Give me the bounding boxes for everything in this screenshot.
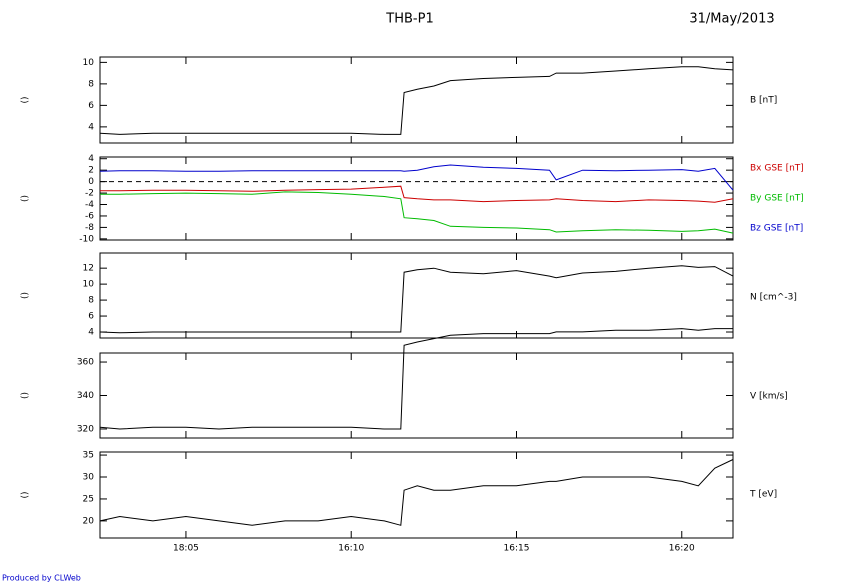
panel-frame: [99, 156, 734, 241]
y-tick-label: 4: [88, 154, 94, 164]
x-tick-label: 16:20: [669, 544, 695, 554]
y-tick-label: 2: [88, 166, 94, 176]
y-tick-label: 35: [83, 451, 94, 461]
series-label: T [eV]: [749, 490, 777, 500]
y-tick-label: 30: [83, 473, 95, 483]
series-line: [99, 265, 734, 334]
y-tick-label: -4: [85, 200, 94, 210]
series-line: [99, 164, 734, 191]
y-tick-label: 6: [88, 101, 94, 111]
y-axis-label: (): [21, 292, 31, 299]
series-label: Bx GSE [nT]: [750, 164, 804, 174]
series-line: [99, 66, 734, 135]
y-tick-label: 4: [88, 328, 94, 338]
y-tick-label: 360: [77, 358, 94, 368]
panel-frame: [99, 352, 734, 439]
chart-title: THB-P1: [385, 12, 433, 27]
y-axis-label: (): [21, 96, 31, 103]
x-tick-label: 18:05: [173, 544, 199, 554]
series-line: [100, 191, 734, 234]
y-tick-label: 25: [83, 494, 94, 504]
panel-frame: [99, 451, 734, 539]
series-label: By GSE [nT]: [750, 194, 804, 204]
y-tick-label: 10: [83, 58, 95, 68]
panel-frame: [99, 56, 734, 144]
y-axis-label: (): [21, 392, 31, 399]
panel-frame: [99, 252, 734, 339]
date: 31/May/2013: [689, 12, 774, 27]
y-tick-label: 8: [88, 296, 94, 306]
y-tick-label: -8: [85, 223, 94, 233]
y-tick-label: 6: [88, 312, 94, 322]
y-tick-label: 320: [77, 424, 94, 434]
y-tick-label: 10: [83, 280, 95, 290]
y-tick-label: 8: [88, 79, 94, 89]
y-axis-label: (): [21, 491, 31, 498]
y-axis-label: (): [21, 195, 31, 202]
y-tick-label: 4: [88, 122, 94, 132]
series-line: [99, 328, 733, 430]
series-label: B [nT]: [750, 96, 777, 106]
y-tick-label: 0: [88, 177, 94, 187]
series-label: Bz GSE [nT]: [750, 224, 803, 234]
y-tick-label: 340: [77, 391, 94, 401]
series-line: [100, 185, 734, 203]
series-label: N [cm^-3]: [750, 293, 797, 303]
y-tick-label: -10: [79, 234, 94, 244]
y-tick-label: 12: [83, 264, 94, 274]
y-tick-label: -6: [85, 211, 94, 221]
x-tick-label: 16:10: [338, 544, 364, 554]
y-tick-label: -2: [85, 189, 94, 199]
y-tick-label: 20: [83, 516, 95, 526]
series-line: [99, 459, 734, 526]
x-tick-label: 16:15: [504, 544, 530, 554]
footer: Produced by CLWeb: [2, 574, 81, 583]
series-label: V [km/s]: [750, 392, 788, 402]
